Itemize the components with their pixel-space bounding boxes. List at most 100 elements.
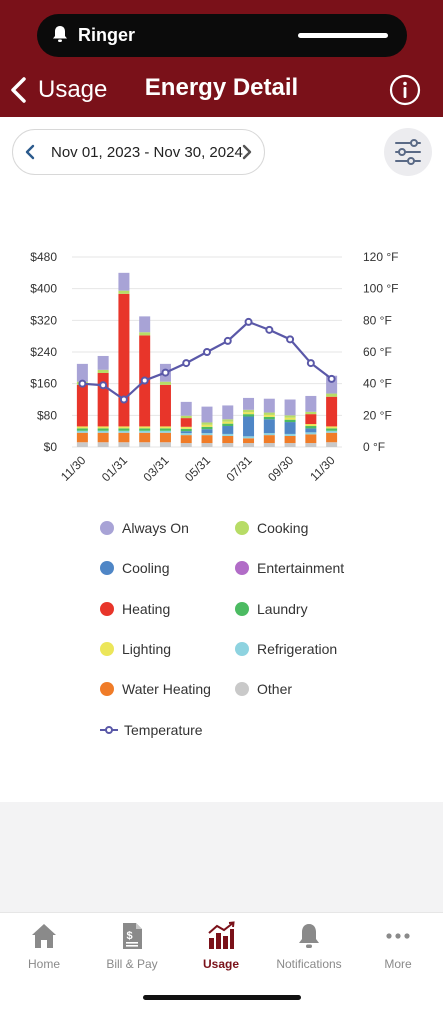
nav-usage[interactable]: Usage [177,921,265,971]
nav-notifications[interactable]: Notifications [265,921,353,971]
legend-item-cooling[interactable]: Cooling [100,560,169,576]
y-left-tick-label: $80 [37,408,57,422]
legend-label: Heating [122,600,171,617]
bar-segment-lighting [139,426,151,429]
bar-segment-refrigeration [305,432,317,435]
y-left-tick-label: $240 [30,345,57,359]
chevron-left-icon [11,77,26,103]
bar-segment-cooking [243,409,255,413]
nav-notifications-label: Notifications [276,957,342,971]
legend-label: Cooling [122,560,170,577]
temperature-point [327,374,336,383]
bottom-navigation: Home $ Bill & Pay Usage Notifications [0,912,443,1011]
date-range-label: Nov 01, 2023 - Nov 30, 2024 [51,144,243,161]
legend-color-dot [100,641,114,656]
bar-segment-refrigeration [243,436,255,439]
legend-item-refrigeration[interactable]: Refrigeration [235,641,337,657]
bell-icon [53,26,67,42]
bar-segment-water-heating [180,435,192,444]
date-range-selector[interactable] [12,129,265,175]
bar-segment-water-heating [159,432,171,443]
svg-text:$: $ [126,930,132,942]
bar-segment-cooling [180,431,192,434]
y-left-tick-label: $480 [30,250,57,264]
usage-chart-icon [208,921,235,949]
bar-segment-laundry [76,428,88,431]
bar-segment-other [76,442,88,447]
bar-segment-lighting [243,412,255,415]
x-tick-label: 11/30 [307,453,338,484]
back-button[interactable]: Usage [8,72,107,108]
bar-segment-laundry [97,428,109,431]
info-icon[interactable] [389,74,421,106]
x-tick-label: 11/30 [58,453,89,484]
legend-item-water-heating[interactable]: Water Heating [100,681,211,697]
legend-label: Laundry [257,600,308,617]
legend-item-cooking[interactable]: Cooking [235,520,308,536]
legend-item-always-on[interactable]: Always On [100,520,189,536]
legend-label: Other [257,681,293,698]
legend-item-lighting[interactable]: Lighting [100,641,171,657]
back-label: Usage [38,76,108,103]
legend-color-dot [100,561,114,576]
bar-segment-cooling [305,428,317,433]
bar-segment-refrigeration [180,433,192,436]
nav-more[interactable]: More [354,921,442,971]
bar-segment-refrigeration [139,430,151,433]
filter-button[interactable] [384,128,432,176]
status-bar-indicator [298,33,388,38]
chevron-right-icon[interactable] [241,144,253,160]
x-tick-label: 07/31 [224,453,255,484]
bar-segment-other [139,442,151,447]
bar-segment-lighting [326,426,338,429]
legend-item-entertainment[interactable]: Entertainment [235,560,344,576]
nav-home[interactable]: Home [0,921,88,971]
bar-segment-cooking [305,411,317,415]
bar-segment-laundry [243,414,255,417]
bar-segment-laundry [284,419,296,423]
bar-segment-other [305,443,317,447]
bar-segment-heating [159,384,171,427]
bar-segment-laundry [118,428,130,431]
legend-item-other[interactable]: Other [235,681,292,697]
bar-segment-cooking [139,332,151,336]
bar-segment-lighting [159,426,171,429]
nav-usage-label: Usage [202,957,240,971]
temperature-point [182,359,191,368]
legend-item-laundry[interactable]: Laundry [235,601,308,617]
bar-segment-cooling [243,416,255,437]
bar-segment-cooking [159,381,171,385]
bar-segment-laundry [305,426,317,429]
bar-segment-water-heating [76,432,88,443]
bar-segment-other [222,443,234,447]
bar-segment-cooking [201,422,213,425]
bar-segment-cooking [180,415,192,419]
nav-bill-pay-label: Bill & Pay [106,957,158,971]
bar-segment-always-on [305,395,317,412]
legend-item-heating[interactable]: Heating [100,601,170,617]
y-left-tick-label: $160 [30,377,57,391]
bar-segment-lighting [97,426,109,429]
legend-item-temperature[interactable]: Temperature [100,722,203,738]
legend-color-dot [100,601,114,616]
legend-label: Temperature [124,721,203,738]
chevron-left-icon[interactable] [24,144,36,160]
bar-segment-refrigeration [222,433,234,436]
legend-color-dot [100,682,114,697]
bar-segment-refrigeration [201,433,213,436]
bar-segment-lighting [180,426,192,429]
bar-segment-water-heating [97,432,109,443]
bar-segment-always-on [139,316,151,333]
home-icon [32,924,56,948]
temperature-point [306,359,315,368]
y-right-tick-label: 100 °F [363,282,398,296]
bar-segment-laundry [159,428,171,431]
bar-segment-water-heating [263,435,275,444]
bar-segment-always-on [76,363,88,382]
bar-segment-other [201,443,213,447]
bar-segment-always-on [118,272,130,291]
bar-segment-heating [326,396,338,427]
bar-segment-always-on [263,398,275,413]
temperature-point [203,348,211,356]
nav-bill-pay[interactable]: $ Bill & Pay [88,921,176,971]
